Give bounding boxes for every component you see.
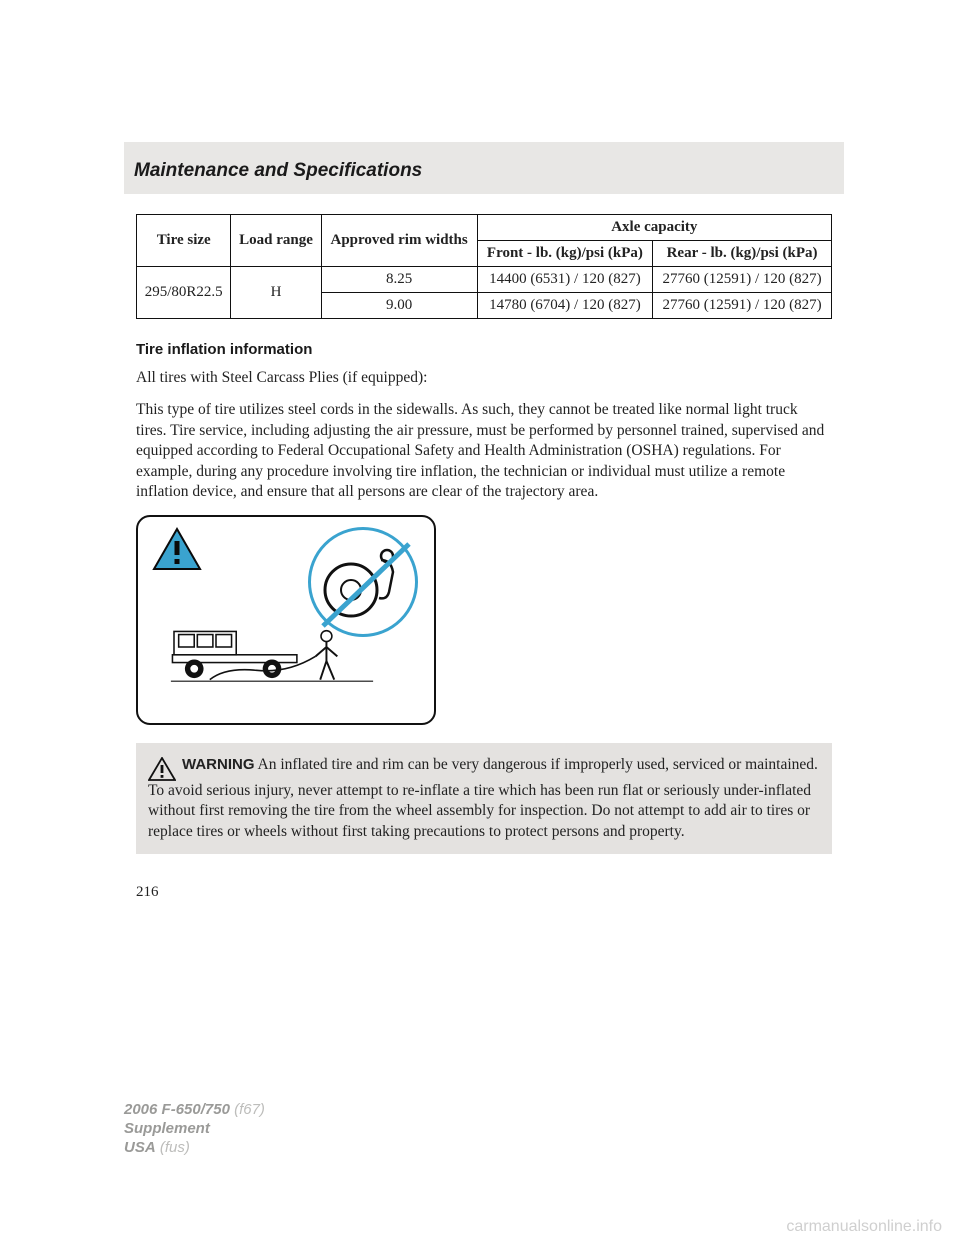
footer-line-3: USA (fus) [124, 1138, 265, 1157]
footer-code-1: (f67) [230, 1101, 265, 1118]
cell-rear-2: 27760 (12591) / 120 (827) [653, 293, 832, 319]
footer-model: 2006 F-650/750 [124, 1101, 230, 1118]
cell-load-range: H [231, 267, 321, 319]
illustration-tire-inflation [136, 515, 436, 725]
page-content: Tire size Load range Approved rim widths… [124, 194, 844, 915]
page-number: 216 [136, 884, 832, 901]
footer-block: 2006 F-650/750 (f67) Supplement USA (fus… [124, 1100, 265, 1158]
warning-label: WARNING [182, 756, 255, 773]
col-rim-widths: Approved rim widths [321, 215, 477, 267]
cell-rear-1: 27760 (12591) / 120 (827) [653, 267, 832, 293]
col-rear: Rear - lb. (kg)/psi (kPa) [653, 241, 832, 267]
paragraph-intro: All tires with Steel Carcass Plies (if e… [136, 368, 832, 388]
warning-box: WARNING An inflated tire and rim can be … [136, 743, 832, 854]
warning-triangle-icon [152, 527, 202, 571]
col-load-range: Load range [231, 215, 321, 267]
cell-front-1: 14400 (6531) / 120 (827) [477, 267, 653, 293]
cell-rim-1: 8.25 [321, 267, 477, 293]
subheading-tire-inflation: Tire inflation information [136, 341, 832, 358]
paragraph-body: This type of tire utilizes steel cords i… [136, 400, 832, 502]
truck-icon [152, 619, 392, 689]
warning-triangle-small-icon [148, 757, 176, 781]
footer-line-2: Supplement [124, 1119, 265, 1138]
footer-region: USA [124, 1139, 156, 1156]
col-front: Front - lb. (kg)/psi (kPa) [477, 241, 653, 267]
axle-capacity-table: Tire size Load range Approved rim widths… [136, 214, 832, 319]
footer-code-2: (fus) [156, 1139, 190, 1156]
footer-line-1: 2006 F-650/750 (f67) [124, 1100, 265, 1119]
cell-front-2: 14780 (6704) / 120 (827) [477, 293, 653, 319]
section-header: Maintenance and Specifications [124, 142, 844, 194]
col-tire-size: Tire size [137, 215, 231, 267]
cell-rim-2: 9.00 [321, 293, 477, 319]
watermark: carmanualsonline.info [786, 1218, 942, 1236]
cell-tire-size: 295/80R22.5 [137, 267, 231, 319]
col-axle-capacity: Axle capacity [477, 215, 831, 241]
section-title: Maintenance and Specifications [134, 160, 834, 182]
page-panel: Maintenance and Specifications Tire size… [124, 142, 844, 915]
